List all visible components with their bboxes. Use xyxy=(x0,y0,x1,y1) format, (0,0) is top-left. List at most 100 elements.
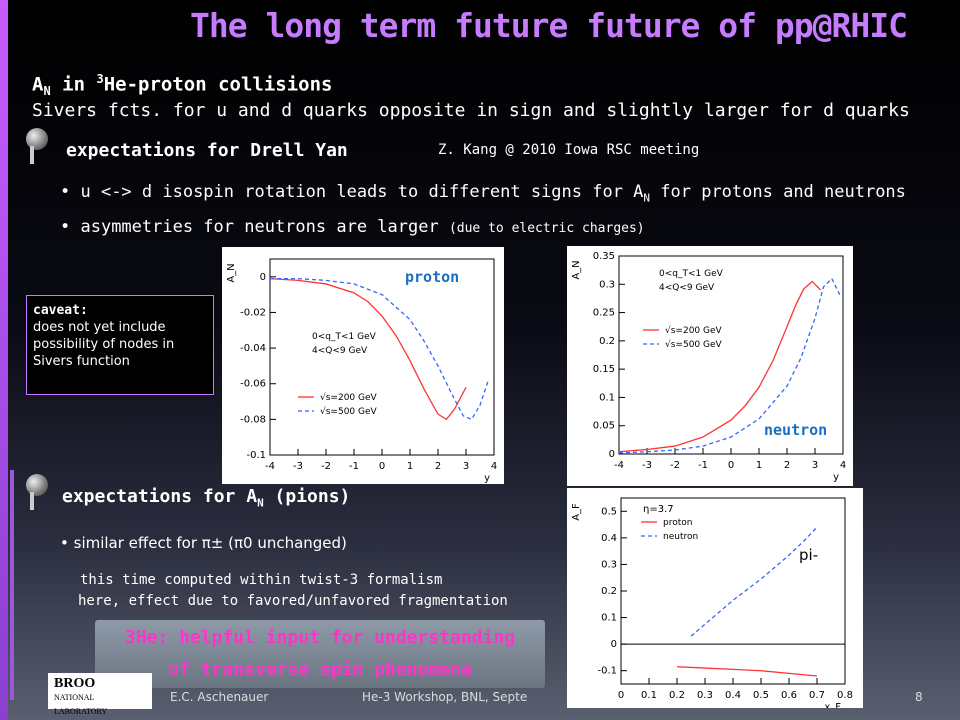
proton-plot: -4 -3 -2 -1 0 1 2 3 4 0 -0.02 -0.04 -0.06 -0.08 -0.1 A_… xyxy=(222,247,504,484)
y-tick-label: 0.4 xyxy=(601,533,617,544)
x-tick-label: 0.7 xyxy=(809,690,825,701)
x-tick-label: -2 xyxy=(670,460,680,471)
x-tick-label: 1 xyxy=(407,461,413,472)
plot-frame xyxy=(620,497,846,685)
y-tick-label: 0.05 xyxy=(593,421,615,432)
neutron-plot-label: neutron xyxy=(764,421,828,439)
x-tick-label: 0.4 xyxy=(725,690,741,701)
x-tick-label: -1 xyxy=(698,460,708,471)
y-tick-label: -0.04 xyxy=(240,343,266,354)
series-line-0 xyxy=(269,277,467,421)
y-tick-label: 0 xyxy=(260,272,266,283)
bullet-isospin-prefix: u <-> d isospin rotation leads to differ… xyxy=(80,182,644,202)
y-tick-label: -0.06 xyxy=(240,379,266,390)
logo-sub: NATIONAL LABORATORY xyxy=(54,693,108,716)
legend-label: √s=200 GeV xyxy=(320,392,378,403)
section2-heading-prefix: expectations for A xyxy=(62,486,258,507)
x-tick-label: 2 xyxy=(435,461,441,472)
y-tick-label: -0.02 xyxy=(240,307,266,318)
intro-heading-prefix: A xyxy=(32,73,44,96)
caveat-box: caveat: does not yet include possibility… xyxy=(26,295,214,395)
y-tick-label: 0 xyxy=(611,639,617,650)
y-tick-label: 0.35 xyxy=(593,251,615,262)
y-axis-label: A_N xyxy=(226,263,237,282)
legend-label: proton xyxy=(663,518,692,528)
legend-label: neutron xyxy=(663,532,698,542)
x-tick-label: 0.8 xyxy=(837,690,853,701)
x-tick-label: -2 xyxy=(321,461,331,472)
y-tick-label: 0.15 xyxy=(593,364,615,375)
section2-heading-sub: N xyxy=(257,496,264,510)
y-tick-label: 0.2 xyxy=(599,336,615,347)
left-accent-bar xyxy=(0,0,8,720)
pushpin-icon xyxy=(26,128,48,164)
x-tick-label: 3 xyxy=(463,461,469,472)
proton-plot-label: proton xyxy=(405,268,460,286)
y-tick-label: 0.3 xyxy=(601,559,617,570)
para-fragmentation: here, effect due to favored/unfavored fr… xyxy=(78,593,508,609)
y-tick-label: 0 xyxy=(609,449,615,460)
pion-plot: 0 0.1 0.2 0.3 0.4 0.5 0.6 0.7 0.8 0.5 0.4 0.3 0.2 0.1… xyxy=(567,488,863,708)
caveat-body: does not yet include possibility of node… xyxy=(33,320,175,369)
y-tick-label: 0.3 xyxy=(599,279,615,290)
x-tick-label: 0 xyxy=(618,690,624,701)
highlight-line1: 3He: helpful input for understanding xyxy=(124,627,516,648)
section2-heading-suffix: (pions) xyxy=(263,486,351,507)
x-axis-label: x_F xyxy=(824,702,841,708)
bnl-logo: BROO NATIONAL LABORATORY xyxy=(48,673,152,716)
x-tick-label: 0 xyxy=(728,460,734,471)
bullet-isospin-suffix: for protons and neutrons xyxy=(650,182,906,202)
x-tick-label: -4 xyxy=(265,461,275,472)
y-tick-label: 0.1 xyxy=(599,392,615,403)
intro-heading-sup: 3 xyxy=(96,72,104,86)
y-tick-label: 0.1 xyxy=(601,613,617,624)
eta-annotation: η=3.7 xyxy=(643,504,674,515)
bullet-neutrons-note: (due to electric charges) xyxy=(448,221,645,236)
x-tick-label: 0.3 xyxy=(697,690,713,701)
x-tick-label: 2 xyxy=(784,460,790,471)
section2-heading: expectations for AN (pions) xyxy=(62,486,350,510)
y-axis-label: A_N xyxy=(571,260,582,279)
plot-frame xyxy=(269,258,495,456)
x-axis-label: y xyxy=(833,472,839,483)
x-tick-label: -3 xyxy=(642,460,652,471)
x-tick-label: -3 xyxy=(293,461,303,472)
legend-label: √s=500 GeV xyxy=(665,339,723,350)
y-tick-label: 0.25 xyxy=(593,308,615,319)
legend-label: √s=200 GeV xyxy=(665,325,723,336)
y-tick-label: 0.5 xyxy=(601,506,617,517)
x-tick-label: 1 xyxy=(756,460,762,471)
y-tick-label: -0.1 xyxy=(597,666,617,677)
logo-main: BROO xyxy=(54,676,96,691)
y-tick-label: -0.08 xyxy=(240,414,266,425)
intro-heading-suffix: He-proton collisions xyxy=(103,73,333,96)
series-line-0 xyxy=(676,666,818,677)
kinematics-label: 0<q_T<1 GeV xyxy=(312,332,377,342)
x-tick-label: 4 xyxy=(491,461,497,472)
y-axis-label: A_F xyxy=(571,503,582,521)
neutron-plot: -4 -3 -2 -1 0 1 2 3 4 0 0.05 0.1 0.15 0.2 0.25 0.3 0.35 A… xyxy=(567,246,853,486)
series-line-1 xyxy=(618,277,841,454)
intro-heading-mid: in xyxy=(50,73,97,96)
pion-plot-label: pi- xyxy=(799,546,818,564)
x-tick-label: -1 xyxy=(349,461,359,472)
section2-accent-bar xyxy=(10,470,14,700)
bullet-pions: • similar effect for π± (π0 unchanged) xyxy=(60,534,347,552)
x-tick-label: 0.5 xyxy=(753,690,769,701)
legend-label: √s=500 GeV xyxy=(320,406,378,417)
y-tick-label: -0.1 xyxy=(246,450,266,461)
x-tick-label: 3 xyxy=(812,460,818,471)
para-twist3: this time computed within twist-3 formal… xyxy=(80,572,443,588)
footer-author: E.C. Aschenauer xyxy=(170,690,269,704)
x-tick-label: 4 xyxy=(840,460,846,471)
slide-title: The long term future future of pp@RHIC xyxy=(190,6,908,45)
pion-plot-svg: 0 0.1 0.2 0.3 0.4 0.5 0.6 0.7 0.8 0.5 0.4 0.3 0.2 0.1… xyxy=(571,497,853,708)
x-tick-label: 0 xyxy=(379,461,385,472)
bullet-neutrons: • asymmetries for neutrons are larger (d… xyxy=(60,217,645,237)
series-line-1 xyxy=(270,277,490,421)
intro-heading-sub: N xyxy=(43,84,51,99)
section1-heading: expectations for Drell Yan xyxy=(66,140,348,161)
kinematics-label: 4<Q<9 GeV xyxy=(312,346,368,356)
bullet-neutrons-text: asymmetries for neutrons are larger xyxy=(80,217,449,237)
page-number: 8 xyxy=(915,690,923,704)
